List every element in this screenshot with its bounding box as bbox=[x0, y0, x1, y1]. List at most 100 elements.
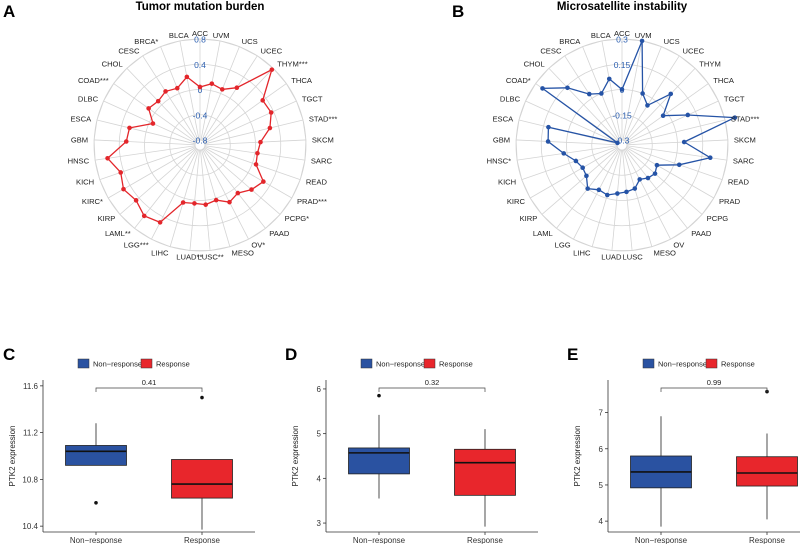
radar-data-point bbox=[685, 112, 691, 118]
radar-category-label: LUAD** bbox=[176, 252, 202, 261]
radar-spoke bbox=[624, 148, 688, 229]
radar-category-label: BLCA bbox=[591, 31, 612, 40]
radar-category-label: THCA bbox=[291, 76, 313, 85]
radar-data-point bbox=[615, 140, 620, 146]
legend-swatch-non-response bbox=[77, 358, 90, 369]
radar-spoke bbox=[204, 119, 304, 145]
legend-label-non-response: Non−response bbox=[376, 360, 425, 369]
panel-letter-a: A bbox=[3, 2, 15, 21]
radar-spoke bbox=[113, 83, 197, 143]
radar-spoke bbox=[622, 40, 643, 141]
radar-spoke bbox=[622, 149, 633, 251]
y-tick-label: 3 bbox=[317, 519, 322, 528]
box-outlier-point bbox=[200, 395, 204, 400]
y-axis-title: PTK2 expression bbox=[8, 426, 17, 487]
radar-category-label: CHOL bbox=[524, 60, 545, 69]
legend-swatch-non-response bbox=[642, 358, 655, 369]
radar-data-point bbox=[632, 186, 638, 191]
radar-spoke bbox=[126, 68, 197, 142]
radar-category-label: TGCT bbox=[724, 94, 745, 103]
radar-spoke bbox=[160, 46, 199, 141]
radar-data-point bbox=[585, 186, 590, 191]
radar-data-point bbox=[565, 85, 570, 91]
radar-data-point bbox=[157, 220, 163, 225]
radar-spoke bbox=[517, 145, 618, 161]
radar-spoke bbox=[591, 149, 621, 247]
radar-data-point bbox=[660, 113, 666, 119]
radar-spoke bbox=[611, 149, 622, 251]
significance-bracket bbox=[95, 387, 203, 392]
radar-data-point bbox=[213, 197, 219, 203]
radar-spoke bbox=[119, 147, 197, 215]
radar-category-label: CHOL bbox=[102, 60, 123, 69]
radar-category-label: PAAD bbox=[691, 229, 712, 238]
box-iqr bbox=[65, 445, 127, 466]
p-value-label: 0.41 bbox=[142, 378, 157, 387]
radar-r-tick-label: 0 bbox=[198, 85, 203, 95]
radar-spoke bbox=[103, 100, 196, 144]
radar-category-label: ESCA bbox=[70, 114, 92, 123]
radar-data-point bbox=[269, 67, 275, 72]
radar-category-label: UCS bbox=[664, 37, 680, 46]
radar-category-label: DLBC bbox=[500, 94, 521, 103]
radar-spoke bbox=[204, 100, 297, 144]
radar-data-point bbox=[637, 177, 643, 182]
radar-data-point bbox=[645, 103, 650, 108]
legend-swatch-response bbox=[140, 358, 153, 369]
radar-category-label: LGG*** bbox=[124, 240, 149, 249]
radar-category-label: KIRC bbox=[507, 197, 526, 206]
radar-r-tick-label: 0.3 bbox=[616, 35, 628, 45]
y-axis-title: PTK2 expression bbox=[291, 426, 300, 487]
p-value-label: 0.99 bbox=[707, 378, 722, 387]
radar-category-label: PRAD*** bbox=[297, 197, 327, 206]
radar-spoke bbox=[204, 147, 292, 199]
radar-data-point bbox=[105, 155, 110, 161]
radar-spoke bbox=[204, 145, 305, 161]
radar-category-label: BLCA bbox=[169, 31, 190, 40]
radar-category-label: LUSC** bbox=[198, 252, 224, 261]
radar-spoke bbox=[626, 100, 719, 144]
y-tick-label: 4 bbox=[599, 517, 604, 526]
radar-data-point bbox=[561, 151, 567, 156]
radar-data-point bbox=[184, 74, 190, 80]
radar-category-label: PAAD bbox=[269, 229, 290, 238]
radar-spoke bbox=[626, 147, 714, 199]
boxplot-chart-c: Non−response Response 10.4 10.8 11.2 11.6 PTK2… bbox=[8, 358, 255, 544]
radar-category-label: TGCT bbox=[302, 94, 323, 103]
x-tick-label: Response bbox=[184, 536, 221, 544]
radar-spoke bbox=[200, 149, 211, 251]
radar-category-label: HNSC bbox=[68, 157, 90, 166]
radar-data-point bbox=[732, 115, 738, 120]
radar-spoke bbox=[94, 139, 196, 146]
radar-data-point bbox=[146, 106, 151, 111]
radar-spoke bbox=[204, 146, 301, 181]
radar-category-label: BRCA* bbox=[134, 37, 158, 46]
radar-category-label: KICH bbox=[76, 177, 94, 186]
radar-category-label: DLBC bbox=[78, 94, 99, 103]
radar-r-tick-label: -0.8 bbox=[193, 136, 208, 146]
radar-data-point bbox=[180, 200, 186, 205]
radar-category-label: ESCA bbox=[492, 114, 514, 123]
radar-r-tick-label: -0.15 bbox=[612, 110, 632, 120]
x-tick-label: Non−response bbox=[70, 536, 123, 544]
radar-category-label: LGG bbox=[555, 240, 571, 249]
radar-r-tick-label: -0.3 bbox=[615, 136, 630, 146]
radar-data-point bbox=[123, 139, 129, 144]
radar-spoke bbox=[202, 148, 266, 229]
legend-label-response: Response bbox=[439, 360, 473, 369]
radar-spoke bbox=[624, 55, 680, 142]
radar-category-label: KIRC* bbox=[82, 197, 103, 206]
radar-category-label: STAD*** bbox=[309, 114, 338, 123]
radar-spoke bbox=[623, 149, 671, 240]
radar-spoke bbox=[95, 145, 196, 161]
radar-data-point bbox=[624, 189, 629, 195]
radar-data-point bbox=[235, 190, 241, 196]
radar-spoke bbox=[203, 68, 274, 142]
legend-label-response: Response bbox=[156, 360, 190, 369]
radar-category-label: CESC bbox=[118, 47, 140, 56]
radar-data-point bbox=[596, 187, 602, 193]
radar-spoke bbox=[626, 139, 728, 146]
radar-category-label: COAD* bbox=[506, 76, 531, 85]
radar-data-point bbox=[150, 121, 156, 126]
radar-category-label: LUAD bbox=[601, 252, 622, 261]
